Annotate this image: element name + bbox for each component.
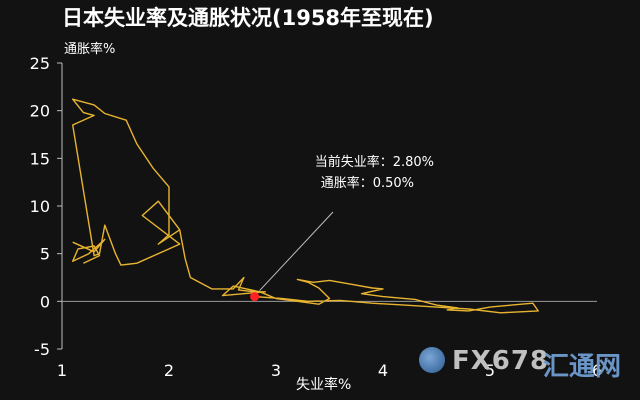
- watermark-brand: FX678: [452, 346, 550, 376]
- x-tick-label: 1: [57, 361, 67, 380]
- y-tick-label: -5: [34, 340, 50, 359]
- x-tick-label: 4: [378, 361, 388, 380]
- annotation-inflation: 通胀率：0.50%: [320, 176, 414, 191]
- watermark-logo-icon: [419, 347, 445, 373]
- annotation-leader-line: [259, 211, 334, 291]
- x-tick-label: 3: [271, 361, 281, 380]
- y-tick-label: 25: [30, 54, 50, 73]
- x-tick-label: 2: [164, 361, 174, 380]
- watermark-sub: 汇通网: [543, 352, 622, 382]
- chart-title: 日本失业率及通胀状况(1958年至现在): [62, 6, 434, 30]
- series-line: [71, 98, 539, 314]
- x-tick-label: 6: [592, 361, 602, 380]
- current-point-marker: [250, 292, 260, 302]
- y-tick-label: 0: [40, 292, 50, 311]
- annotation-unemployment: 当前失业率：2.80%: [314, 155, 434, 170]
- y-tick-label: 20: [30, 102, 50, 121]
- y-tick-label: 10: [30, 197, 50, 216]
- y-tick-label: 5: [40, 245, 50, 264]
- y-axis-label: 通胀率%: [64, 42, 116, 57]
- series-line: [71, 238, 106, 264]
- x-axis-label: 失业率%: [296, 377, 352, 393]
- y-tick-label: 15: [30, 149, 50, 168]
- x-tick-label: 5: [485, 361, 495, 380]
